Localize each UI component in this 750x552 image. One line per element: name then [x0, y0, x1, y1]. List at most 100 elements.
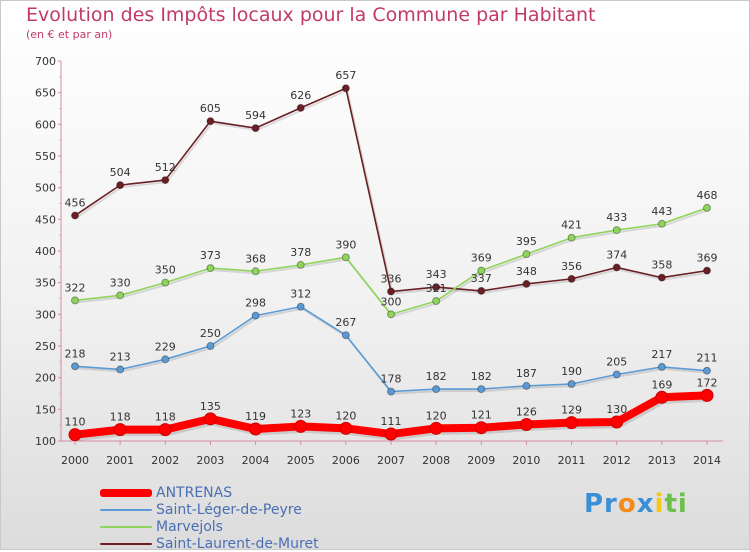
- data-point-antrenas: [610, 415, 624, 429]
- data-point-saint-laurent-de-muret: [477, 286, 486, 295]
- data-label-saint-leger-de-peyre: 229: [155, 340, 176, 353]
- data-point-antrenas: [474, 421, 488, 435]
- data-point-saint-laurent-de-muret: [71, 211, 79, 220]
- data-point-marvejols: [567, 233, 576, 242]
- data-label-saint-leger-de-peyre: 211: [697, 352, 718, 365]
- data-label-marvejols: 369: [471, 252, 492, 265]
- x-tick-label: 2001: [106, 454, 134, 467]
- y-tick-label: 450: [35, 213, 56, 226]
- data-label-saint-leger-de-peyre: 250: [200, 327, 221, 340]
- data-label-saint-laurent-de-muret: 456: [65, 197, 86, 210]
- x-tick-label: 2007: [377, 454, 405, 467]
- y-tick-label: 700: [35, 55, 56, 68]
- data-label-saint-laurent-de-muret: 594: [245, 109, 266, 122]
- data-label-antrenas: 120: [426, 409, 447, 422]
- data-point-saint-laurent-de-muret: [522, 279, 531, 288]
- data-label-marvejols: 390: [335, 238, 356, 251]
- y-tick-label: 300: [35, 308, 56, 321]
- data-label-marvejols: 322: [65, 281, 86, 294]
- y-tick-label: 150: [35, 403, 56, 416]
- legend-label-saint-laurent-de-muret: Saint-Laurent-de-Muret: [156, 535, 319, 552]
- data-label-antrenas: 172: [697, 376, 718, 389]
- data-label-antrenas: 110: [65, 416, 86, 429]
- legend-item-antrenas: ANTRENAS: [100, 484, 319, 501]
- legend: ANTRENAS Saint-Léger-de-Peyre Marvejols …: [100, 484, 319, 552]
- data-point-marvejols: [432, 297, 441, 306]
- data-point-saint-laurent-de-muret: [341, 84, 350, 93]
- data-label-saint-leger-de-peyre: 205: [606, 356, 627, 369]
- data-label-saint-laurent-de-muret: 369: [697, 252, 718, 265]
- data-label-saint-leger-de-peyre: 213: [110, 350, 131, 363]
- data-point-antrenas: [249, 422, 263, 436]
- data-label-saint-laurent-de-muret: 512: [155, 161, 176, 174]
- data-label-saint-laurent-de-muret: 504: [110, 166, 131, 179]
- data-label-marvejols: 421: [561, 219, 582, 232]
- data-point-antrenas: [655, 390, 669, 404]
- data-point-saint-laurent-de-muret: [161, 176, 170, 185]
- data-label-antrenas: 111: [381, 415, 402, 428]
- data-point-saint-leger-de-peyre: [251, 311, 260, 320]
- x-tick-label: 2010: [512, 454, 540, 467]
- y-tick-label: 500: [35, 182, 56, 195]
- data-label-saint-laurent-de-muret: 356: [561, 260, 582, 273]
- data-point-antrenas: [203, 412, 217, 426]
- chart-title: Evolution des Impôts locaux pour la Comm…: [26, 4, 596, 26]
- data-point-saint-laurent-de-muret: [116, 181, 125, 190]
- x-tick-label: 2009: [467, 454, 495, 467]
- data-label-saint-leger-de-peyre: 190: [561, 365, 582, 378]
- y-tick-label: 550: [35, 150, 56, 163]
- x-tick-label: 2012: [603, 454, 631, 467]
- data-label-marvejols: 350: [155, 264, 176, 277]
- legend-item-saint-laurent-de-muret: Saint-Laurent-de-Muret: [100, 535, 319, 552]
- data-label-antrenas: 119: [245, 410, 266, 423]
- x-tick-label: 2000: [61, 454, 89, 467]
- data-label-saint-laurent-de-muret: 626: [290, 89, 311, 102]
- data-label-antrenas: 123: [290, 407, 311, 420]
- data-point-saint-laurent-de-muret: [387, 287, 395, 296]
- data-label-saint-leger-de-peyre: 298: [245, 297, 266, 310]
- data-point-marvejols: [206, 264, 215, 273]
- data-label-marvejols: 300: [381, 295, 402, 308]
- y-tick-label: 600: [35, 118, 56, 131]
- data-label-saint-laurent-de-muret: 358: [651, 259, 672, 272]
- data-label-saint-laurent-de-muret: 657: [335, 69, 356, 82]
- data-label-marvejols: 378: [290, 246, 311, 259]
- data-point-antrenas: [384, 427, 398, 441]
- data-label-saint-leger-de-peyre: 182: [471, 370, 492, 383]
- data-point-saint-leger-de-peyre: [116, 365, 125, 374]
- data-label-saint-leger-de-peyre: 267: [335, 316, 356, 329]
- legend-swatch-saint-laurent-de-muret: [100, 542, 152, 545]
- data-point-marvejols: [703, 203, 711, 212]
- x-tick-label: 2013: [648, 454, 676, 467]
- data-label-saint-leger-de-peyre: 312: [290, 288, 311, 301]
- y-tick-label: 200: [35, 372, 56, 385]
- x-tick-label: 2005: [287, 454, 315, 467]
- data-point-saint-leger-de-peyre: [206, 342, 215, 350]
- data-label-marvejols: 395: [516, 235, 537, 248]
- data-point-marvejols: [341, 253, 350, 262]
- x-tick-label: 2002: [151, 454, 179, 467]
- data-label-antrenas: 120: [335, 409, 356, 422]
- legend-swatch-saint-leger-de-peyre: [100, 508, 152, 511]
- data-label-saint-laurent-de-muret: 343: [426, 268, 447, 281]
- data-point-saint-leger-de-peyre: [567, 380, 576, 388]
- data-point-saint-leger-de-peyre: [522, 381, 531, 390]
- y-tick-label: 350: [35, 277, 56, 290]
- data-label-antrenas: 121: [471, 409, 492, 422]
- data-point-antrenas: [113, 423, 127, 437]
- data-point-saint-leger-de-peyre: [161, 355, 170, 364]
- data-point-marvejols: [161, 278, 170, 287]
- data-label-antrenas: 130: [606, 403, 627, 416]
- proxiti-logo: Proxiti: [584, 489, 688, 519]
- data-point-saint-laurent-de-muret: [703, 266, 711, 275]
- data-point-marvejols: [116, 291, 125, 300]
- data-point-antrenas: [519, 418, 533, 432]
- data-point-saint-leger-de-peyre: [703, 366, 711, 375]
- data-label-saint-laurent-de-muret: 605: [200, 102, 221, 115]
- data-point-antrenas: [565, 416, 579, 430]
- data-point-marvejols: [296, 260, 305, 269]
- x-tick-label: 2004: [242, 454, 270, 467]
- data-point-saint-laurent-de-muret: [612, 263, 621, 272]
- data-point-antrenas: [339, 421, 353, 435]
